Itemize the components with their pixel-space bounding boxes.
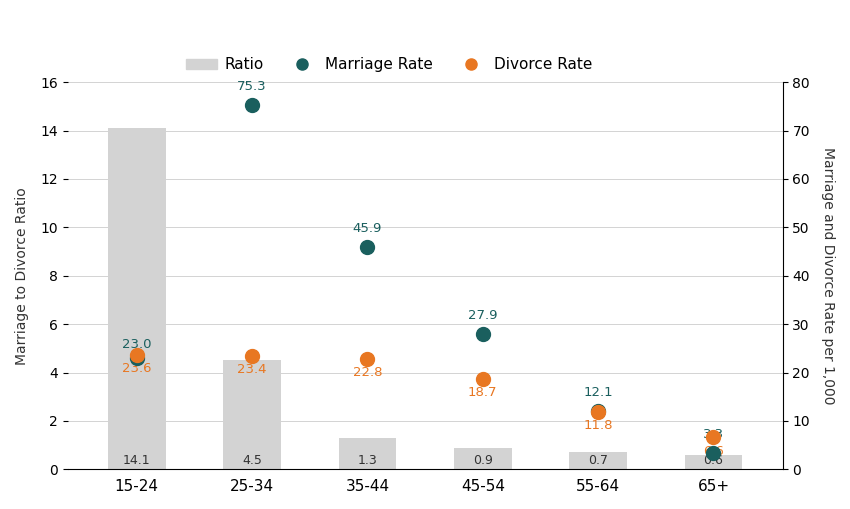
Text: 12.1: 12.1 — [583, 386, 613, 399]
Text: 0.7: 0.7 — [588, 455, 608, 467]
Text: 1.3: 1.3 — [358, 455, 377, 467]
Point — [476, 375, 490, 383]
Text: 45.9: 45.9 — [353, 222, 382, 235]
Point — [706, 433, 720, 441]
Point — [130, 351, 144, 359]
Point — [246, 101, 259, 109]
Point — [130, 354, 144, 362]
Text: 11.8: 11.8 — [583, 419, 613, 433]
Bar — [338, 438, 396, 469]
Bar — [224, 360, 281, 469]
Text: 23.6: 23.6 — [122, 362, 151, 375]
Text: 18.7: 18.7 — [468, 386, 497, 399]
Point — [592, 408, 605, 416]
Text: 23.4: 23.4 — [237, 363, 267, 376]
Point — [360, 355, 374, 363]
Text: 27.9: 27.9 — [468, 309, 497, 322]
Text: 3.3: 3.3 — [703, 428, 724, 441]
Legend: Ratio, Marriage Rate, Divorce Rate: Ratio, Marriage Rate, Divorce Rate — [180, 51, 598, 78]
Text: 0.6: 0.6 — [704, 455, 723, 467]
Text: 6.6: 6.6 — [703, 444, 724, 458]
Text: 23.0: 23.0 — [122, 338, 151, 351]
Y-axis label: Marriage and Divorce Rate per 1,000: Marriage and Divorce Rate per 1,000 — [821, 147, 835, 405]
Point — [706, 449, 720, 458]
Text: 14.1: 14.1 — [123, 455, 150, 467]
Bar — [684, 455, 742, 469]
Bar — [108, 128, 166, 469]
Point — [246, 352, 259, 360]
Text: 22.8: 22.8 — [353, 366, 382, 379]
Text: 0.9: 0.9 — [473, 455, 493, 467]
Y-axis label: Marriage to Divorce Ratio: Marriage to Divorce Ratio — [15, 187, 29, 364]
Bar — [570, 453, 627, 469]
Point — [360, 243, 374, 251]
Point — [592, 407, 605, 415]
Bar — [454, 447, 512, 469]
Point — [476, 330, 490, 338]
Text: 4.5: 4.5 — [242, 455, 262, 467]
Text: 75.3: 75.3 — [237, 80, 267, 93]
